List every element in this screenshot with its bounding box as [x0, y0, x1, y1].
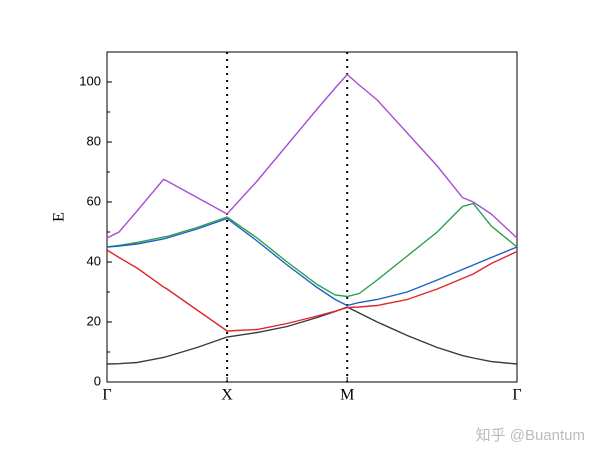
y-axis-label: E [51, 212, 68, 222]
x-tick-label: M [340, 387, 354, 404]
x-tick-label: Γ [102, 387, 111, 404]
watermark: 知乎 @Buantum [476, 427, 585, 444]
x-tick-label: Γ [512, 387, 521, 404]
x-tick-label: X [221, 387, 233, 404]
y-tick-label: 80 [87, 133, 101, 148]
y-tick-label: 40 [87, 253, 101, 268]
band-line [106, 217, 518, 307]
band-line [106, 73, 518, 239]
y-tick-label: 60 [87, 193, 101, 208]
y-tick-label: 0 [94, 373, 101, 388]
y-tick-label: 100 [79, 73, 101, 88]
plot-frame [106, 51, 518, 383]
band-line [106, 306, 518, 365]
band-line [106, 249, 518, 332]
band-line [106, 202, 518, 298]
y-tick-label: 20 [87, 313, 101, 328]
